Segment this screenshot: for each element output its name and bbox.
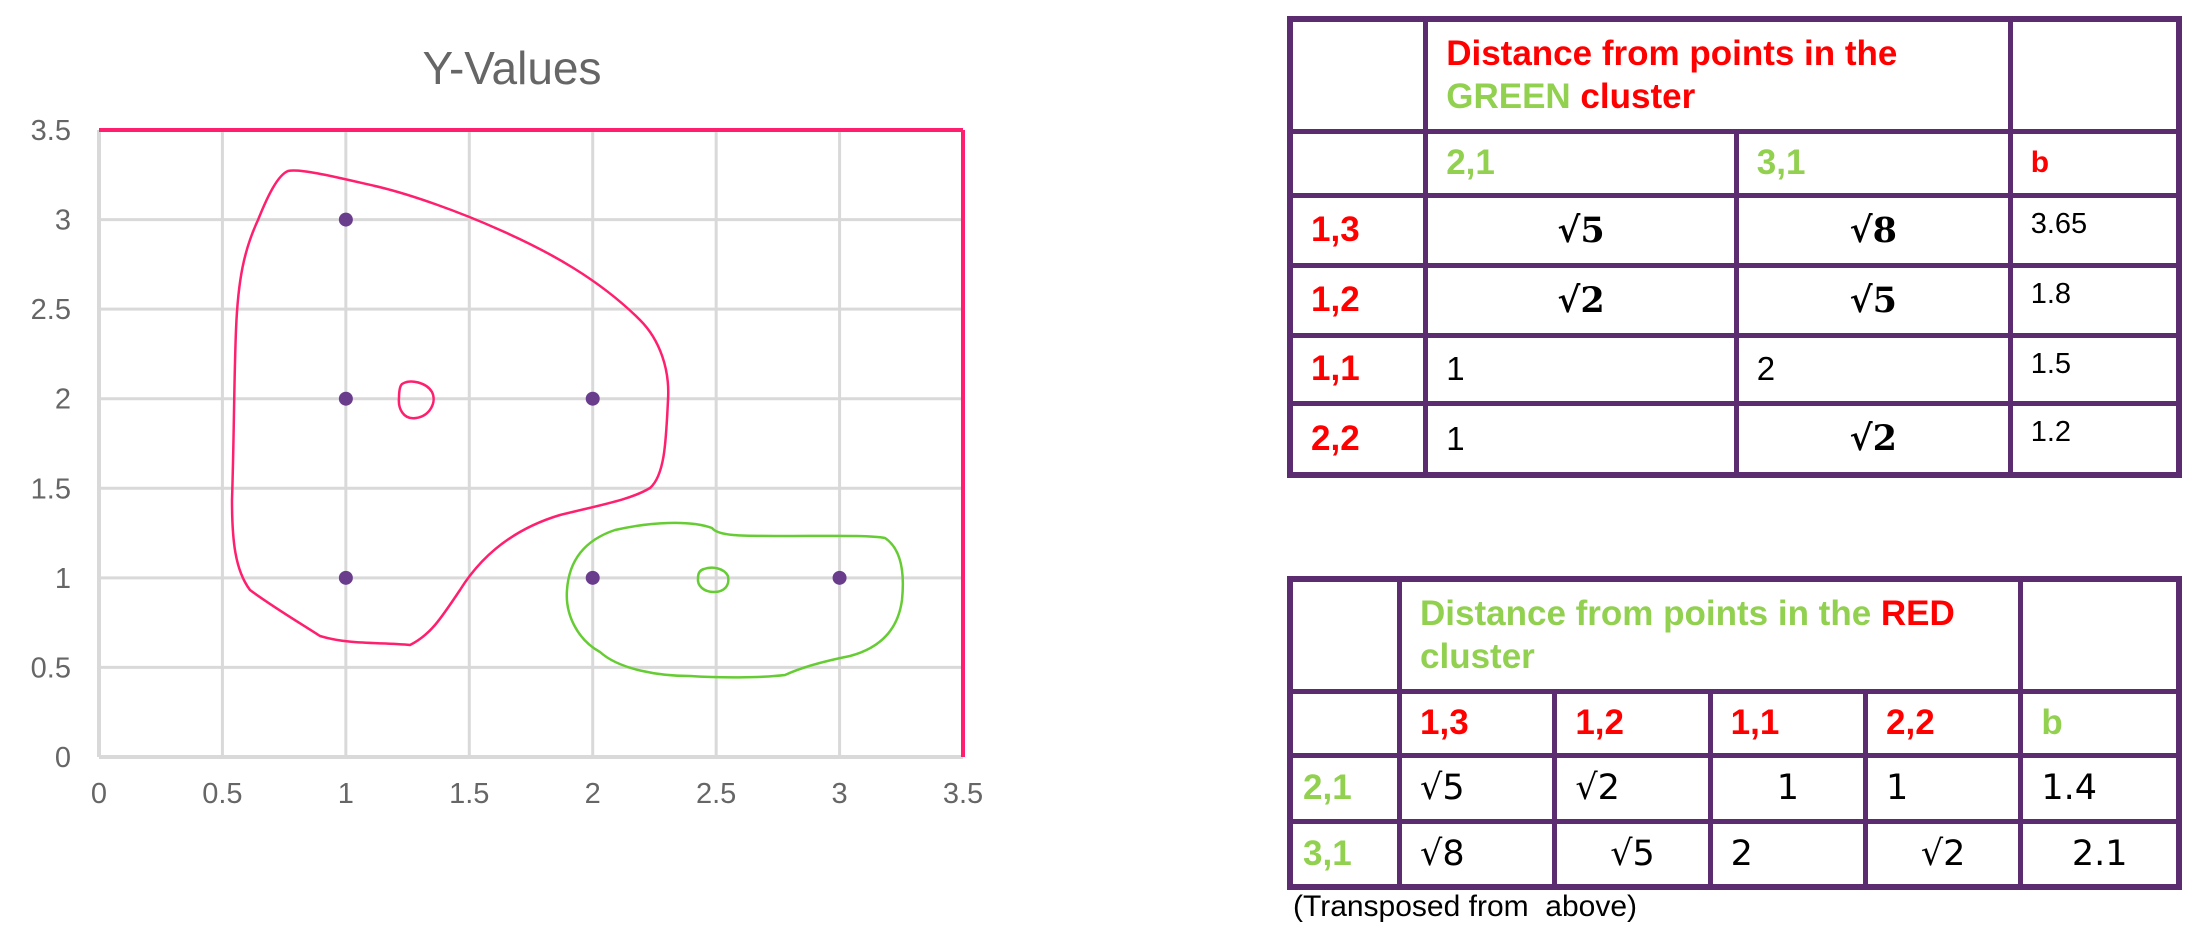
x-tick-label: 3.5: [943, 778, 983, 810]
header-text-end: cluster: [1420, 637, 1535, 677]
table-cell: 1: [1423, 400, 1739, 478]
table-cell: √2: [1423, 262, 1739, 338]
row-header: 3,1: [1287, 818, 1403, 890]
table-cell: √5: [1733, 262, 2013, 338]
x-tick-label: 1.5: [449, 778, 489, 810]
header-text-end: cluster: [1570, 77, 1696, 117]
b-value: 1.8: [2007, 262, 2182, 338]
y-tick-label: 2: [55, 384, 71, 416]
chart-title: Y-Values: [422, 42, 601, 94]
table-cell: √8: [1397, 818, 1558, 890]
table-row: 1,3 1,2 1,1 2,2 b: [1287, 688, 2182, 758]
table-cell: 2: [1707, 818, 1869, 890]
b-value: 1.2: [2007, 400, 2182, 478]
y-tick-label: 1: [55, 563, 71, 595]
data-points: [338, 212, 847, 585]
data-point: [585, 570, 600, 585]
b-value: 1.5: [2007, 332, 2182, 406]
table-row: 2,1 √5 √2 1 1 1.4: [1287, 752, 2182, 824]
row-header: 2,2: [1287, 400, 1429, 478]
table-row: 1,3 √5 √8 3.65: [1287, 192, 2182, 268]
table-cell: √2: [1552, 752, 1713, 824]
table1-header: Distance from points in the GREEN cluste…: [1423, 16, 2013, 134]
row-header: 1,3: [1287, 192, 1429, 268]
y-tick-label: 3: [55, 205, 71, 237]
header-green-word: GREEN: [1446, 77, 1571, 117]
y-tick-label: 2.5: [31, 294, 71, 326]
table-cell: √2: [1862, 818, 2024, 890]
x-tick-label: 1: [338, 778, 354, 810]
header-text: Distance from points in the: [1420, 594, 1881, 634]
data-point: [832, 570, 847, 585]
row-header: 2,1: [1287, 752, 1403, 824]
col-header: 1,2: [1552, 688, 1713, 758]
y-tick-label: 1.5: [31, 473, 71, 505]
table-cell: 1: [1423, 332, 1739, 406]
b-value: 3.65: [2007, 192, 2182, 268]
red-distance-table: Distance from points in the RED cluster …: [1287, 576, 2182, 890]
table-cell: [2007, 16, 2182, 134]
table-cell: √2: [1733, 400, 2013, 478]
data-point: [338, 570, 353, 585]
table-row: Distance from points in the GREEN cluste…: [1287, 16, 2182, 134]
scatter-chart: Y-Values 0 0.5 1 1.5 2 2.5 3 3.5 0 0.5 1 1.5 2 2.5 3 3.…: [31, 42, 983, 810]
x-tick-label: 2.5: [696, 778, 736, 810]
b-value: 2.1: [2018, 818, 2182, 890]
table-cell: 1: [1862, 752, 2024, 824]
data-point: [338, 391, 353, 406]
row-header: 1,2: [1287, 262, 1429, 338]
table-row: Distance from points in the RED cluster: [1287, 576, 2182, 694]
table-cell: [1287, 16, 1429, 134]
col-header: 2,2: [1862, 688, 2024, 758]
table-cell: √8: [1733, 192, 2013, 268]
table-row: 2,2 1 √2 1.2: [1287, 400, 2182, 478]
transposed-note: (Transposed from above): [1293, 890, 1638, 923]
col-header: 2,1: [1423, 128, 1739, 198]
table-cell: √5: [1423, 192, 1739, 268]
x-tick-label: 0: [91, 778, 107, 810]
y-tick-label: 0.5: [31, 652, 71, 684]
red-centroid-marker: [397, 380, 435, 420]
data-point: [585, 391, 600, 406]
col-header: 1,1: [1707, 688, 1869, 758]
table-cell: [1287, 576, 1403, 694]
table-row: 2,1 3,1 b: [1287, 128, 2182, 198]
col-header: 1,3: [1397, 688, 1558, 758]
grid-lines: [97, 128, 965, 759]
table-cell: [2018, 576, 2182, 694]
x-tick-label: 0.5: [202, 778, 242, 810]
y-tick-label: 0: [55, 742, 71, 774]
green-distance-table: Distance from points in the GREEN cluste…: [1287, 16, 2182, 478]
table-cell: [1287, 688, 1403, 758]
col-header: 3,1: [1733, 128, 2013, 198]
row-header: 1,1: [1287, 332, 1429, 406]
green-cluster-outline: [565, 521, 905, 679]
x-tick-label: 2: [585, 778, 601, 810]
table-cell: [1287, 128, 1429, 198]
table-cell: 1: [1707, 752, 1869, 824]
table-cell: 2: [1733, 332, 2013, 406]
table-row: 1,1 1 2 1.5: [1287, 332, 2182, 406]
col-header: b: [2018, 688, 2182, 758]
tick-labels: 0 0.5 1 1.5 2 2.5 3 3.5 0 0.5 1 1.5 2 2.5 3 3.5: [31, 115, 983, 810]
b-value: 1.4: [2018, 752, 2182, 824]
table2-header: Distance from points in the RED cluster: [1397, 576, 2024, 694]
header-text: Distance from points in the: [1446, 34, 1898, 74]
green-centroid-marker: [696, 566, 730, 594]
table-cell: √5: [1397, 752, 1558, 824]
data-point: [338, 212, 353, 227]
table-row: 3,1 √8 √5 2 √2 2.1: [1287, 818, 2182, 890]
header-red-word: RED: [1880, 594, 1955, 634]
y-tick-label: 3.5: [31, 115, 71, 147]
table-row: 1,2 √2 √5 1.8: [1287, 262, 2182, 338]
x-tick-label: 3: [832, 778, 848, 810]
table-cell: √5: [1552, 818, 1713, 890]
red-cluster-outline: [230, 169, 670, 647]
col-header: b: [2007, 128, 2182, 198]
